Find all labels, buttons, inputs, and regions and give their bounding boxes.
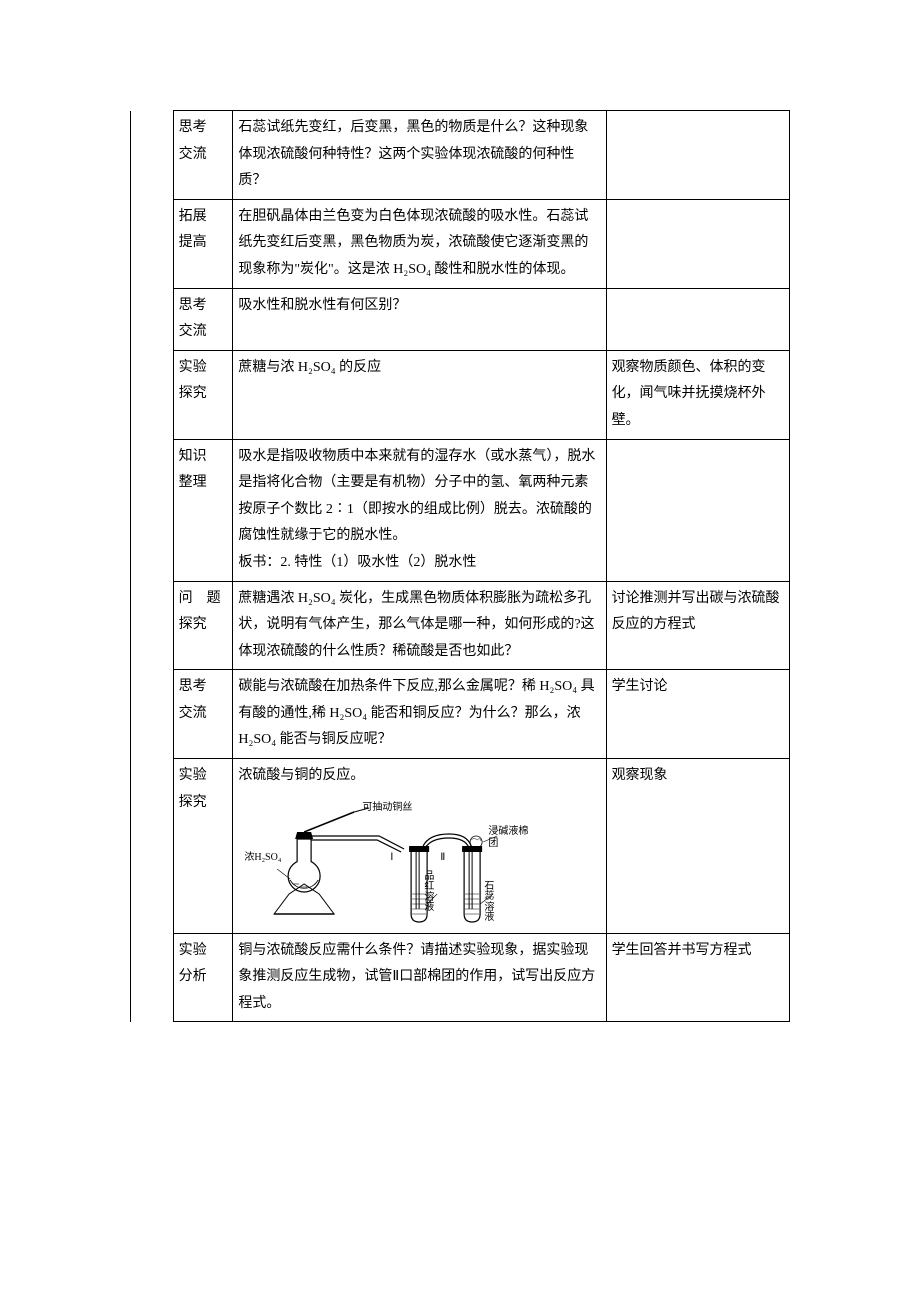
row-note: 讨论推测并写出碳与浓硫酸反应的方程式 bbox=[606, 581, 789, 670]
table-row: 思考交流 吸水性和脱水性有何区别？ bbox=[131, 288, 790, 350]
label-shirui: 石蕊溶液 bbox=[484, 882, 496, 924]
row-content: 吸水是指吸收物质中本来就有的湿存水（或水蒸气），脱水是指将化合物（主要是有机物）… bbox=[233, 439, 606, 581]
row-content: 石蕊试纸先变红，后变黑，黑色的物质是什么？这种现象体现浓硫酸何种特性？这两个实验… bbox=[233, 111, 606, 200]
label-tube2: Ⅱ bbox=[440, 852, 445, 864]
table-row: 问 题探究 蔗糖遇浓 H₂SO₄ 炭化，生成黑色物质体积膨胀为疏松多孔状，说明有… bbox=[131, 581, 790, 670]
label-pinhong: 品红溶液 bbox=[424, 872, 436, 914]
row-label: 实验分析 bbox=[173, 933, 233, 1022]
table-row: 拓展提高 在胆矾晶体由兰色变为白色体现浓硫酸的吸水性。石蕊试纸先变红后变黑，黑色… bbox=[131, 199, 790, 288]
row-content: 蔗糖遇浓 H₂SO₄ 炭化，生成黑色物质体积膨胀为疏松多孔状，说明有气体产生，那… bbox=[233, 581, 606, 670]
row-content: 铜与浓硫酸反应需什么条件？请描述实验现象，据实验现象推测反应生成物，试管Ⅱ口部棉… bbox=[233, 933, 606, 1022]
row-note bbox=[606, 439, 789, 581]
table-row: 思考交流 石蕊试纸先变红，后变黑，黑色的物质是什么？这种现象体现浓硫酸何种特性？… bbox=[131, 111, 790, 200]
table-row: 思考交流 碳能与浓硫酸在加热条件下反应,那么金属呢？稀 H₂SO₄ 具有酸的通性… bbox=[131, 670, 790, 759]
table-row: 实验探究 浓硫酸与铜的反应。 bbox=[131, 759, 790, 934]
label-alkali-cotton: 浸碱液棉团 bbox=[488, 826, 528, 850]
row-label: 思考交流 bbox=[173, 111, 233, 200]
row-note bbox=[606, 111, 789, 200]
lesson-table: 思考交流 石蕊试纸先变红，后变黑，黑色的物质是什么？这种现象体现浓硫酸何种特性？… bbox=[130, 110, 790, 1022]
row-label: 知识整理 bbox=[173, 439, 233, 581]
row-note bbox=[606, 288, 789, 350]
row-note bbox=[606, 199, 789, 288]
row-label: 思考交流 bbox=[173, 288, 233, 350]
experiment-diagram: 可抽动铜丝 浓H₂SO₄ 浸碱液棉团 Ⅰ Ⅱ 品红溶液 石蕊溶液 bbox=[238, 794, 600, 929]
row-note: 观察物质颜色、体积的变化，闻气味并抚摸烧杯外壁。 bbox=[606, 350, 789, 439]
label-conc-h2so4: 浓H₂SO₄ bbox=[244, 852, 281, 864]
row-content: 在胆矾晶体由兰色变为白色体现浓硫酸的吸水性。石蕊试纸先变红后变黑，黑色物质为炭，… bbox=[233, 199, 606, 288]
table-row: 知识整理 吸水是指吸收物质中本来就有的湿存水（或水蒸气），脱水是指将化合物（主要… bbox=[131, 439, 790, 581]
row-content: 蔗糖与浓 H₂SO₄ 的反应 bbox=[233, 350, 606, 439]
row-note: 学生讨论 bbox=[606, 670, 789, 759]
left-gutter bbox=[131, 111, 174, 1022]
label-copper-wire: 可抽动铜丝 bbox=[362, 802, 412, 814]
row-content: 浓硫酸与铜的反应。 bbox=[233, 759, 606, 934]
row-content: 碳能与浓硫酸在加热条件下反应,那么金属呢？稀 H₂SO₄ 具有酸的通性,稀 H₂… bbox=[233, 670, 606, 759]
row-label: 问 题探究 bbox=[173, 581, 233, 670]
table-row: 实验分析 铜与浓硫酸反应需什么条件？请描述实验现象，据实验现象推测反应生成物，试… bbox=[131, 933, 790, 1022]
row-label: 思考交流 bbox=[173, 670, 233, 759]
row-note: 观察现象 bbox=[606, 759, 789, 934]
row-content: 吸水性和脱水性有何区别？ bbox=[233, 288, 606, 350]
label-tube1: Ⅰ bbox=[390, 852, 393, 864]
row-label: 拓展提高 bbox=[173, 199, 233, 288]
table-row: 实验探究 蔗糖与浓 H₂SO₄ 的反应 观察物质颜色、体积的变化，闻气味并抚摸烧… bbox=[131, 350, 790, 439]
row-label: 实验探究 bbox=[173, 350, 233, 439]
row-label: 实验探究 bbox=[173, 759, 233, 934]
row-note: 学生回答并书写方程式 bbox=[606, 933, 789, 1022]
